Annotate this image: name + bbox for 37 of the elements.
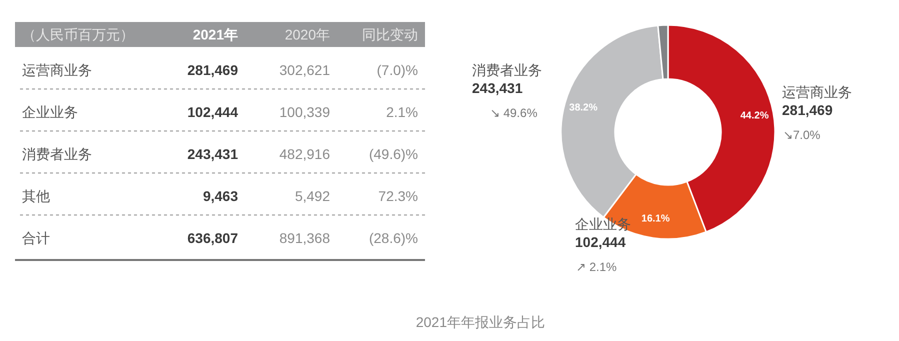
text: 281,469 [782,102,833,118]
slice-label: 企业业务 [575,216,631,232]
text: 243,431 [187,146,238,162]
text: 同比变动 [362,26,418,42]
text: 企业业务 [22,104,78,120]
text: 5,492 [294,188,330,204]
text: 302,621 [279,62,330,78]
text: ↘ 49.6% [490,106,538,120]
data-label: 38.2% [569,102,598,114]
text: (7.0)% [376,62,418,78]
text: 482,916 [279,146,330,162]
text: 243,431 [472,80,523,96]
text: 运营商业务 [22,62,92,78]
text: 891,368 [279,230,330,246]
text: ↗ 2.1% [576,260,618,274]
text: ↘7.0% [783,128,821,142]
text: 2020年 [284,26,330,42]
slice-label: 消费者业务 [472,62,542,78]
text: 其他 [22,188,50,204]
text: 消费者业务 [22,146,92,162]
text: 72.3% [378,188,418,204]
text: 9,463 [202,188,238,204]
text: 100,339 [279,104,330,120]
text: 102,444 [575,234,626,250]
text: 2021年年报业务占比 [416,314,545,330]
text: （人民币百万元） [22,26,134,42]
slice-label: 运营商业务 [782,84,852,100]
text: 636,807 [187,230,238,246]
text: 102,444 [187,104,238,120]
text: 合计 [22,230,50,246]
data-label: 44.2% [740,110,769,122]
text: 2.1% [386,104,418,120]
text: (49.6)% [368,146,418,162]
text: (28.6)% [368,230,418,246]
text: 281,469 [187,62,238,78]
text: 2021年 [192,26,238,42]
data-label: 16.1% [641,214,670,225]
